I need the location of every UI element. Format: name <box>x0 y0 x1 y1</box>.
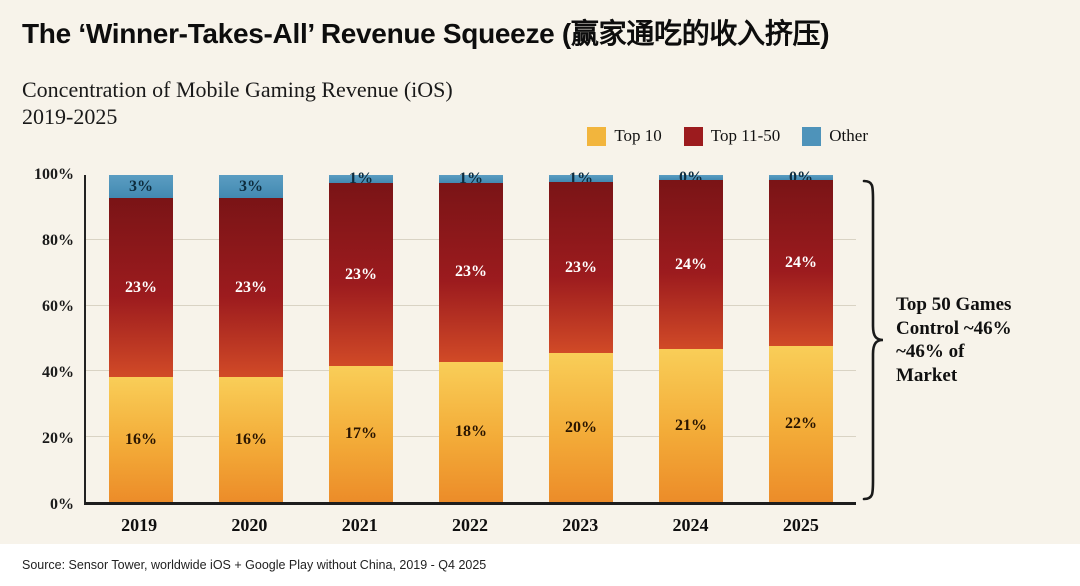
bar-segment-top-10: 21% <box>659 349 723 502</box>
bar-column-2020: 3% 23% 16% <box>196 175 306 502</box>
segment-value-label: 18% <box>455 422 487 440</box>
bar-column-2025: 0% 24% 22% <box>746 169 856 502</box>
segment-value-label: 1% <box>459 169 483 187</box>
plot-wrap: 3% 23% 16% 3% 23% 16% 1% 23% 17% 1% 23% 18% 1% 23% 20%… <box>84 169 856 536</box>
legend-item-top-10: Top 10 <box>587 126 662 146</box>
segment-value-label: 23% <box>125 278 157 296</box>
annotation-line: ~46% of <box>896 341 965 362</box>
bar-segment-top-11-50: 23% <box>439 182 503 362</box>
legend-label-top-10: Top 10 <box>614 126 662 145</box>
segment-value-label: 23% <box>235 278 267 296</box>
annotation-line: Top 50 Games <box>896 294 1012 315</box>
bar-segment-top-11-50: 23% <box>549 182 613 354</box>
legend-swatch-other <box>802 126 822 146</box>
x-tick-label: 2019 <box>121 515 158 535</box>
bar-segment-top-10: 22% <box>769 345 833 502</box>
bar-segment-top-10: 18% <box>439 361 503 502</box>
annotation-text: Top 50 Games Control ~46% ~46% of Market <box>896 293 1048 387</box>
x-tick-label: 2025 <box>782 515 819 535</box>
bar-column-2019: 3% 23% 16% <box>86 175 196 502</box>
stacked-bar-2019: 3% 23% 16% <box>109 175 173 502</box>
bar-segment-other: 1% <box>329 170 393 187</box>
y-tick-label: 80% <box>42 232 74 249</box>
stacked-bar-2020: 3% 23% 16% <box>219 175 283 502</box>
bar-segment-top-11-50: 23% <box>329 182 393 367</box>
annotation: Top 50 Games Control ~46% ~46% of Market <box>860 175 1048 505</box>
legend-label-top-11-50: Top 11-50 <box>710 126 781 145</box>
bar-segment-top-11-50: 24% <box>769 180 833 346</box>
y-tick-label: 0% <box>50 496 74 513</box>
bar-segment-other: 3% <box>109 175 173 199</box>
bar-segment-top-10: 20% <box>549 353 613 502</box>
segment-value-label: 22% <box>785 414 817 432</box>
segment-value-label: 17% <box>345 425 377 443</box>
stacked-bar-chart: 100% 80% 60% 40% 20% 0% 3% 23% 16% 3% 23% 16% 1% 23%… <box>20 166 1048 536</box>
brace-bracket-icon <box>862 179 884 501</box>
subtitle-line2: 2019-2025 <box>22 104 118 129</box>
x-tick-label: 2020 <box>231 515 268 535</box>
segment-value-label: 23% <box>455 263 487 281</box>
bar-column-2022: 1% 23% 18% <box>416 170 526 502</box>
annotation-line: Control ~46% <box>896 317 1012 339</box>
segment-value-label: 24% <box>785 253 817 271</box>
y-tick-label: 40% <box>42 364 74 381</box>
segment-value-label: 24% <box>675 255 707 273</box>
stacked-bar-2024: 0% 24% 21% <box>659 169 723 502</box>
x-tick-label: 2024 <box>672 515 709 535</box>
segment-value-label: 1% <box>349 169 373 187</box>
stacked-bar-2021: 1% 23% 17% <box>329 170 393 502</box>
bar-segment-top-11-50: 23% <box>109 198 173 378</box>
bars: 3% 23% 16% 3% 23% 16% 1% 23% 17% 1% 23% 18% 1% 23% 20%… <box>86 169 856 502</box>
chart-legend: Top 10 Top 11-50 Other <box>587 126 868 146</box>
legend-swatch-top-11-50 <box>683 126 703 146</box>
bar-segment-top-11-50: 24% <box>659 180 723 350</box>
stacked-bar-2022: 1% 23% 18% <box>439 170 503 502</box>
x-tick-label: 2021 <box>341 515 378 535</box>
bar-segment-top-11-50: 23% <box>219 198 283 378</box>
legend-swatch-top-10 <box>587 126 607 146</box>
segment-value-label: 16% <box>235 430 267 448</box>
x-tick-label: 2023 <box>562 515 599 535</box>
stacked-bar-2023: 1% 23% 20% <box>549 170 613 502</box>
bar-segment-top-10: 17% <box>329 366 393 502</box>
bar-segment-other: 1% <box>439 170 503 187</box>
plot-area: 3% 23% 16% 3% 23% 16% 1% 23% 17% 1% 23% 18% 1% 23% 20%… <box>84 169 856 505</box>
y-axis: 100% 80% 60% 40% 20% 0% <box>20 166 84 513</box>
segment-value-label: 16% <box>125 430 157 448</box>
segment-value-label: 3% <box>129 177 153 195</box>
y-tick-label: 100% <box>34 166 74 183</box>
source-text: Source: Sensor Tower, worldwide iOS + Go… <box>22 558 487 572</box>
bar-column-2023: 1% 23% 20% <box>526 170 636 502</box>
segment-value-label: 23% <box>345 265 377 283</box>
annotation-line: Market <box>896 364 958 386</box>
y-tick-label: 60% <box>42 298 74 315</box>
segment-value-label: 23% <box>565 258 597 276</box>
segment-value-label: 21% <box>675 416 707 434</box>
segment-value-label: 20% <box>565 418 597 436</box>
source-footer: Source: Sensor Tower, worldwide iOS + Go… <box>0 544 1080 586</box>
stacked-bar-2025: 0% 24% 22% <box>769 169 833 502</box>
legend-item-other: Other <box>802 126 868 146</box>
x-tick-label: 2022 <box>451 515 488 535</box>
subtitle-line1: Concentration of Mobile Gaming Revenue (… <box>22 77 453 102</box>
y-tick-label: 20% <box>42 430 74 447</box>
page-title: The ‘Winner-Takes-All’ Revenue Squeeze (… <box>22 18 830 49</box>
legend-label-other: Other <box>829 126 868 145</box>
bar-segment-other: 3% <box>219 175 283 199</box>
legend-item-top-11-50: Top 11-50 <box>683 126 781 146</box>
bar-segment-top-10: 16% <box>109 377 173 502</box>
bar-column-2024: 0% 24% 21% <box>636 169 746 502</box>
bar-segment-other: 1% <box>549 170 613 187</box>
segment-value-label: 3% <box>239 177 263 195</box>
bar-column-2021: 1% 23% 17% <box>306 170 416 502</box>
x-axis: 2019 2020 2021 2022 2023 2024 2025 <box>84 515 856 536</box>
bar-segment-top-10: 16% <box>219 377 283 502</box>
chart-subtitle: Concentration of Mobile Gaming Revenue (… <box>22 76 453 130</box>
